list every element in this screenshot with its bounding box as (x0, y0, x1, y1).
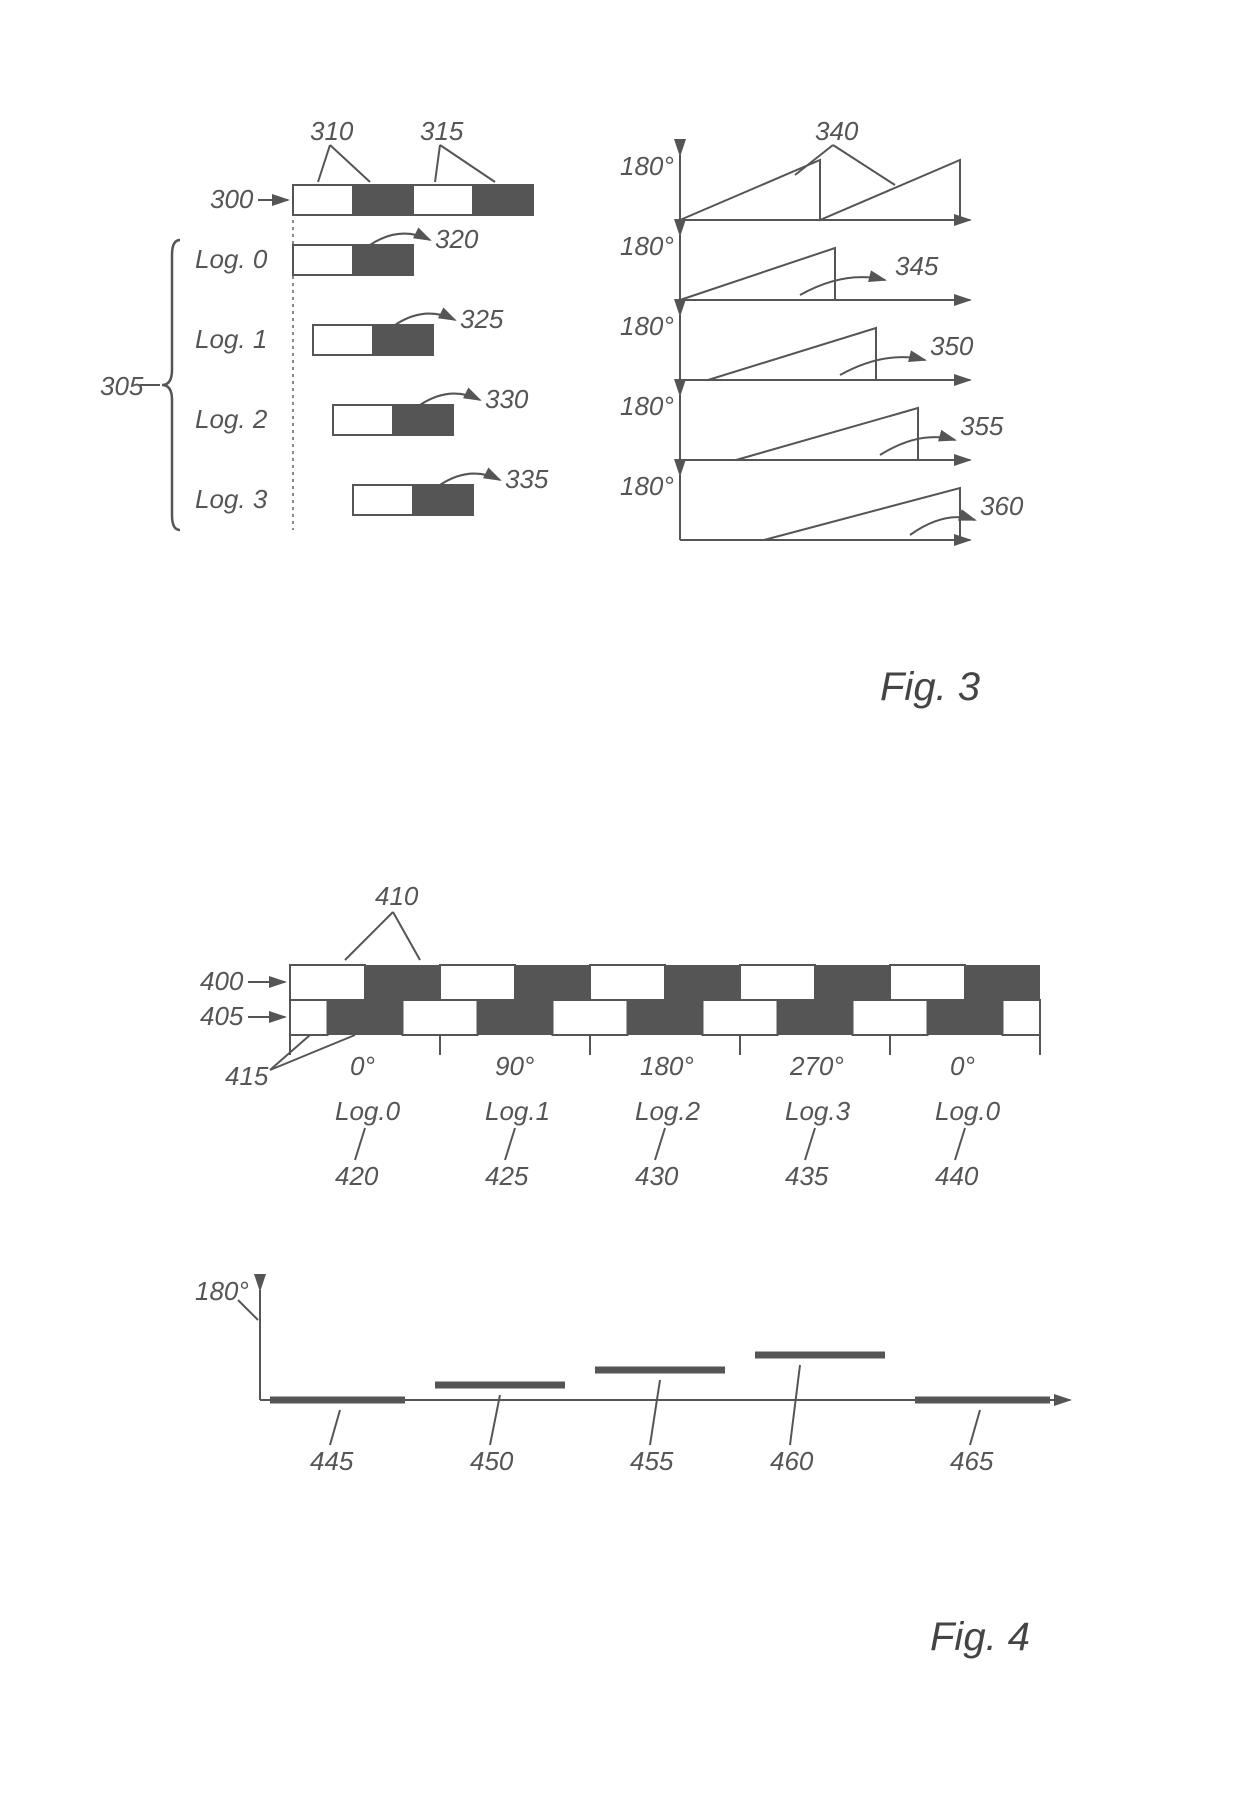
row-log0: Log. 0 320 (195, 224, 479, 275)
label-log2: Log. 2 (195, 404, 268, 434)
row-log1: Log. 1 325 (195, 304, 504, 355)
ref-350: 350 (930, 331, 974, 361)
ref-300: 300 (210, 184, 254, 214)
log-col-4: Log.0 (935, 1096, 1001, 1126)
leader-410b (393, 912, 420, 960)
ylabel-360: 180° (620, 471, 674, 501)
ref-430: 430 (635, 1161, 679, 1191)
bar-400 (290, 965, 1040, 1000)
ref-450: 450 (470, 1446, 514, 1476)
ylabel-355: 180° (620, 391, 674, 421)
angle-0: 0° (350, 1051, 375, 1081)
ref-415: 415 (225, 1061, 269, 1091)
ref-410: 410 (375, 881, 419, 911)
leader-315a (435, 145, 440, 182)
row-log3: Log. 3 335 (195, 464, 549, 515)
bar-300 (293, 185, 533, 215)
angle-2: 180° (640, 1051, 694, 1081)
chart-340: 180° 340 (620, 116, 970, 220)
label-log0: Log. 0 (195, 244, 268, 274)
fig3-caption: Fig. 3 (880, 665, 980, 709)
ref-315: 315 (420, 116, 464, 146)
bar-405 (290, 1000, 1040, 1035)
leader-415b (270, 1035, 355, 1070)
bottom-chart: 180° 445 450 455 460 465 (195, 1276, 1070, 1476)
ref-310: 310 (310, 116, 354, 146)
leader-335 (440, 474, 500, 485)
log-col-0: Log.0 (335, 1096, 401, 1126)
leader-410a (345, 912, 393, 960)
label-log1: Log. 1 (195, 324, 267, 354)
ref-440: 440 (935, 1161, 979, 1191)
figure-3: 300 310 315 Log. 0 320 Log. 1 325 Log. 2 (100, 116, 1024, 709)
ref-330: 330 (485, 384, 529, 414)
ref-305: 305 (100, 371, 144, 401)
ref-320: 320 (435, 224, 479, 254)
leader-330 (420, 394, 480, 405)
ref-465: 465 (950, 1446, 994, 1476)
leader-320 (370, 234, 430, 245)
ref-435: 435 (785, 1161, 829, 1191)
ref-360: 360 (980, 491, 1024, 521)
fig4-caption: Fig. 4 (930, 1615, 1030, 1659)
ylabel-345: 180° (620, 231, 674, 261)
ref-325: 325 (460, 304, 504, 334)
leader-310b (330, 145, 370, 182)
ref-400: 400 (200, 966, 244, 996)
ref-340: 340 (815, 116, 859, 146)
log-col-2: Log.2 (635, 1096, 701, 1126)
ref-355: 355 (960, 411, 1004, 441)
row-log2: Log. 2 330 (195, 384, 529, 435)
brace-305: 305 (100, 240, 180, 530)
ref-445: 445 (310, 1446, 354, 1476)
label-log3: Log. 3 (195, 484, 268, 514)
log-col-3: Log.3 (785, 1096, 851, 1126)
ref-425: 425 (485, 1161, 529, 1191)
chart-350: 180° 350 (620, 311, 974, 380)
ref-460: 460 (770, 1446, 814, 1476)
log-col-1: Log.1 (485, 1096, 550, 1126)
ref-335: 335 (505, 464, 549, 494)
ylabel-350: 180° (620, 311, 674, 341)
angle-4: 0° (950, 1051, 975, 1081)
leader-310a (318, 145, 330, 182)
angle-3: 270° (789, 1051, 844, 1081)
ref-420: 420 (335, 1161, 379, 1191)
leader-315b (440, 145, 495, 182)
chart-345: 180° 345 (620, 231, 970, 300)
ref-405: 405 (200, 1001, 244, 1031)
chart-360: 180° 360 (620, 471, 1024, 540)
leader-325 (395, 314, 455, 325)
ref-345: 345 (895, 251, 939, 281)
ylabel-340: 180° (620, 151, 674, 181)
ref-455: 455 (630, 1446, 674, 1476)
figure-4: 410 (195, 881, 1070, 1659)
angle-1: 90° (495, 1051, 534, 1081)
chart-355: 180° 355 (620, 391, 1004, 460)
